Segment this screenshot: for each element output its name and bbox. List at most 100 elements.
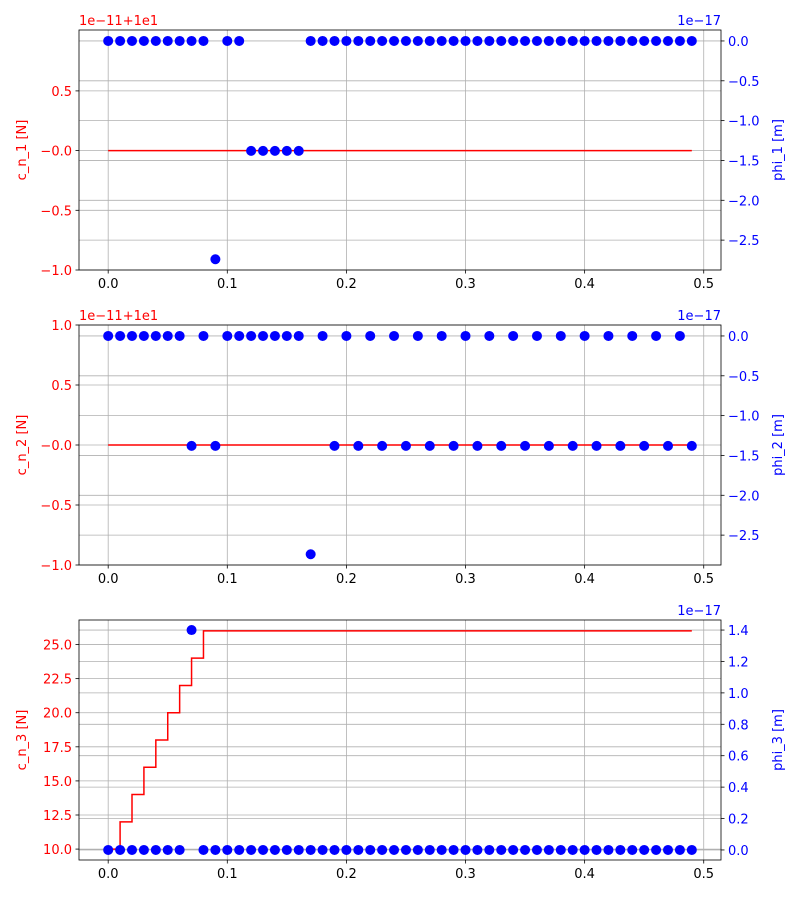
- y-tick-label: −1.0: [40, 559, 72, 574]
- data-point: [531, 330, 542, 341]
- data-point: [531, 35, 542, 46]
- data-point: [674, 35, 685, 46]
- data-point: [567, 440, 578, 451]
- data-point: [400, 844, 411, 855]
- x-tick-label: 0.3: [455, 572, 476, 587]
- data-point: [448, 844, 459, 855]
- data-point: [543, 440, 554, 451]
- data-line: [108, 630, 692, 850]
- data-point: [210, 440, 221, 451]
- data-point: [412, 330, 423, 341]
- data-point: [174, 844, 185, 855]
- data-point: [591, 440, 602, 451]
- y2-tick-label: 1.2: [728, 655, 749, 670]
- data-point: [389, 35, 400, 46]
- y2-tick-label: −2.5: [728, 234, 760, 249]
- subplot: 0.0 0.1 0.2 0.3 0.4 0.5 −1.0 −0.5 −0.0 0.5 −2.5 −2.…: [15, 14, 786, 292]
- data-point: [329, 35, 340, 46]
- data-point: [293, 145, 304, 156]
- data-point: [615, 35, 626, 46]
- y-tick-label: 0.5: [51, 379, 72, 394]
- data-point: [662, 844, 673, 855]
- data-point: [686, 844, 697, 855]
- y-tick-label: 25.0: [43, 639, 72, 654]
- data-point: [353, 35, 364, 46]
- y2-tick-label: −2.0: [728, 194, 760, 209]
- y-tick-label: −0.0: [40, 439, 72, 454]
- data-point: [305, 35, 316, 46]
- data-point: [389, 844, 400, 855]
- data-point: [400, 440, 411, 451]
- data-point: [234, 35, 245, 46]
- x-tick-label: 0.1: [217, 572, 238, 587]
- data-point: [460, 35, 471, 46]
- data-point: [567, 35, 578, 46]
- data-point: [222, 330, 233, 341]
- data-point: [436, 330, 447, 341]
- data-point: [138, 35, 149, 46]
- data-point: [258, 330, 269, 341]
- data-point: [603, 844, 614, 855]
- x-tick-label: 0.0: [98, 572, 119, 587]
- data-point: [508, 330, 519, 341]
- data-point: [317, 35, 328, 46]
- data-point: [448, 35, 459, 46]
- data-point: [603, 35, 614, 46]
- y2-axis-label: phi_3 [m]: [771, 709, 786, 771]
- subplot: 0.0 0.1 0.2 0.3 0.4 0.5 −1.0 −0.5 −0.0 0.5 1.0 −2.5…: [15, 309, 786, 587]
- data-point: [115, 35, 126, 46]
- data-point: [377, 844, 388, 855]
- y-axis-label: c_n_3 [N]: [15, 710, 30, 771]
- data-point: [150, 844, 161, 855]
- data-point: [448, 440, 459, 451]
- data-point: [150, 35, 161, 46]
- data-point: [329, 440, 340, 451]
- x-tick-label: 0.1: [217, 867, 238, 882]
- data-point: [174, 330, 185, 341]
- data-point: [269, 145, 280, 156]
- y2-tick-label: −1.0: [728, 115, 760, 130]
- data-point: [198, 844, 209, 855]
- data-point: [520, 35, 531, 46]
- data-point: [127, 330, 138, 341]
- data-point: [305, 549, 316, 560]
- data-point: [424, 440, 435, 451]
- data-point: [543, 35, 554, 46]
- data-point: [436, 844, 447, 855]
- data-point: [365, 35, 376, 46]
- data-point: [269, 844, 280, 855]
- data-point: [162, 35, 173, 46]
- data-point: [508, 35, 519, 46]
- data-point: [639, 440, 650, 451]
- data-point: [377, 35, 388, 46]
- data-point: [674, 844, 685, 855]
- data-point: [639, 35, 650, 46]
- y2-tick-label: 0.0: [728, 35, 749, 50]
- data-point: [674, 330, 685, 341]
- data-point: [543, 844, 554, 855]
- data-point: [639, 844, 650, 855]
- data-point: [293, 330, 304, 341]
- data-point: [615, 440, 626, 451]
- x-tick-label: 0.4: [574, 867, 595, 882]
- y-tick-label: 12.5: [43, 809, 72, 824]
- data-point: [484, 844, 495, 855]
- y-tick-label: 22.5: [43, 673, 72, 688]
- data-point: [579, 35, 590, 46]
- y2-tick-label: 1.4: [728, 624, 749, 639]
- data-point: [138, 330, 149, 341]
- data-point: [150, 330, 161, 341]
- x-tick-label: 0.0: [98, 277, 119, 292]
- x-tick-label: 0.5: [693, 277, 714, 292]
- data-point: [686, 440, 697, 451]
- y2-tick-label: 0.0: [728, 844, 749, 859]
- data-point: [365, 844, 376, 855]
- y2-tick-label: 0.4: [728, 781, 749, 796]
- data-point: [103, 330, 114, 341]
- data-point: [436, 35, 447, 46]
- x-tick-label: 0.1: [217, 277, 238, 292]
- y2-tick-label: 0.8: [728, 718, 749, 733]
- data-point: [460, 844, 471, 855]
